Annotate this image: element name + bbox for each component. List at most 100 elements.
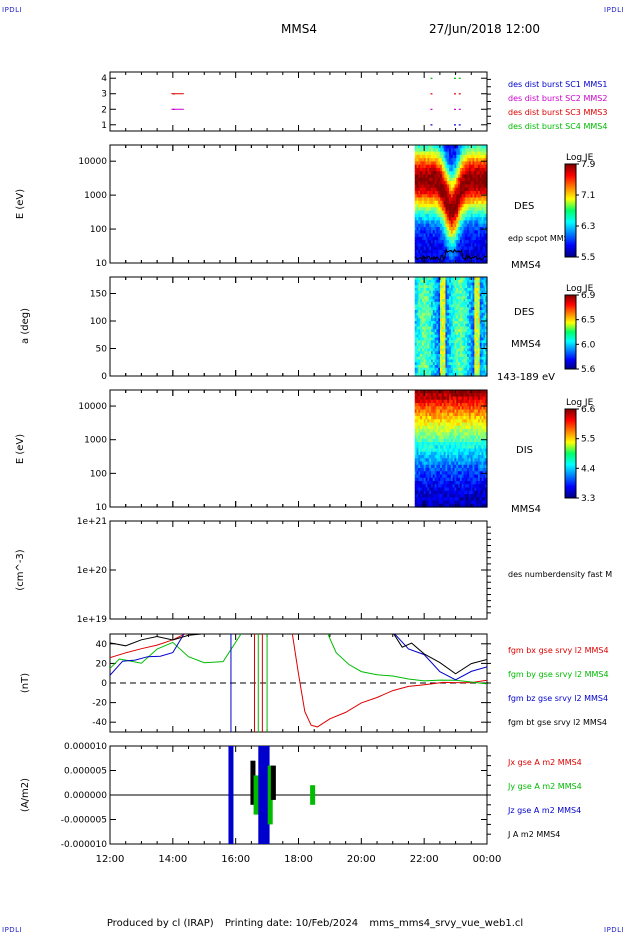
spectro-cell — [416, 403, 419, 407]
spectro-cell — [425, 448, 428, 453]
spectro-cell — [458, 455, 461, 459]
spectro-cell — [436, 167, 439, 172]
spectro-cell — [420, 213, 423, 218]
spectro-cell — [481, 362, 484, 366]
spectro-cell — [463, 240, 466, 244]
spectro-cell — [467, 419, 470, 424]
spectro-cell — [430, 455, 434, 459]
spectro-cell — [476, 200, 479, 205]
spectro-cell — [429, 484, 432, 489]
spectro-cell — [481, 323, 484, 328]
spectro-cell — [461, 348, 465, 352]
spectro-cell — [436, 323, 439, 328]
spectro-cell — [416, 321, 419, 325]
spectro-cell — [458, 174, 461, 179]
spectro-cell — [452, 288, 456, 292]
spectro-cell — [418, 416, 421, 420]
spectro-cell — [454, 461, 457, 466]
spectro-cell — [425, 187, 428, 192]
spectro-cell — [456, 246, 459, 251]
spectro-cell — [418, 301, 421, 306]
spectro-cell — [441, 396, 445, 401]
spectro-cell — [434, 442, 438, 446]
spectro-cell — [447, 370, 450, 374]
spectro-cell — [479, 230, 483, 235]
spectro-cell — [461, 167, 465, 172]
spectro-cell — [425, 230, 428, 235]
spectro-cell — [470, 343, 474, 347]
spectro-cell — [472, 474, 475, 479]
spectro-cell — [434, 323, 438, 328]
spectro-cell — [440, 323, 443, 328]
spectro-cell — [452, 161, 456, 166]
spectro-cell — [429, 213, 432, 218]
spectro-cell — [474, 359, 477, 363]
spectro-cell — [427, 217, 430, 221]
spectro-cell — [420, 468, 423, 472]
spectro-cell — [443, 321, 447, 325]
spectro-cell — [421, 422, 425, 427]
spectro-cell — [418, 323, 421, 328]
spectro-cell — [472, 409, 475, 414]
spectro-cell — [441, 416, 445, 420]
spectro-cell — [440, 345, 443, 350]
spectro-cell — [467, 500, 470, 505]
spectro-cell — [481, 348, 484, 352]
spectro-cell — [432, 351, 436, 355]
spectro-cell — [425, 279, 428, 284]
spectro-cell — [420, 345, 423, 350]
spectro-cell — [414, 396, 418, 401]
spectro-cell — [479, 445, 483, 450]
spectro-cell — [485, 256, 488, 261]
spectro-cell — [418, 194, 421, 199]
spectro-cell — [414, 409, 418, 414]
spectro-cell — [447, 323, 450, 328]
spectro-cell — [429, 290, 432, 295]
spectro-cell — [432, 356, 436, 361]
spectro-cell — [423, 490, 427, 495]
spectro-cell — [449, 445, 452, 450]
spectro-cell — [421, 393, 425, 398]
spectro-cell — [443, 296, 447, 300]
spectro-cell — [414, 226, 418, 231]
spectro-cell — [434, 187, 438, 192]
spectro-cell — [458, 365, 461, 369]
spectro-cell — [459, 477, 463, 482]
spectro-cell — [436, 259, 439, 264]
spectro-cell — [479, 312, 483, 317]
spectro-cell — [468, 340, 472, 344]
spectro-cell — [463, 429, 466, 433]
spectro-cell — [476, 158, 479, 162]
spectro-cell — [423, 158, 427, 162]
spectro-cell — [436, 409, 439, 414]
spectro-cell — [485, 279, 488, 284]
spectro-cell — [447, 500, 450, 505]
spectro-cell — [479, 390, 483, 394]
spectro-cell — [476, 419, 479, 424]
spectro-cell — [468, 171, 472, 176]
spectro-cell — [470, 477, 474, 482]
spectro-cell — [447, 356, 450, 361]
spectro-cell — [450, 399, 454, 404]
spectro-cell — [441, 207, 445, 212]
spectro-cell — [414, 240, 418, 244]
spectro-cell — [432, 425, 436, 430]
spectro-cell — [430, 233, 434, 238]
spectro-cell — [456, 312, 459, 317]
spectro-cell — [479, 177, 483, 182]
spectro-cell — [458, 326, 461, 330]
spectro-cell — [454, 484, 457, 489]
spectro-cell — [418, 213, 421, 218]
spectro-cell — [436, 213, 439, 218]
spectro-cell — [479, 448, 483, 453]
spectro-cell — [425, 474, 428, 479]
spectro-cell — [483, 200, 486, 205]
spectro-cell — [434, 451, 438, 456]
spectro-cell — [479, 332, 483, 336]
spectro-cell — [450, 373, 454, 377]
spectro-cell — [421, 464, 425, 469]
spectro-cell — [441, 213, 445, 218]
spectro-cell — [481, 464, 484, 469]
spectro-cell — [476, 233, 479, 238]
spectro-cell — [423, 304, 427, 308]
